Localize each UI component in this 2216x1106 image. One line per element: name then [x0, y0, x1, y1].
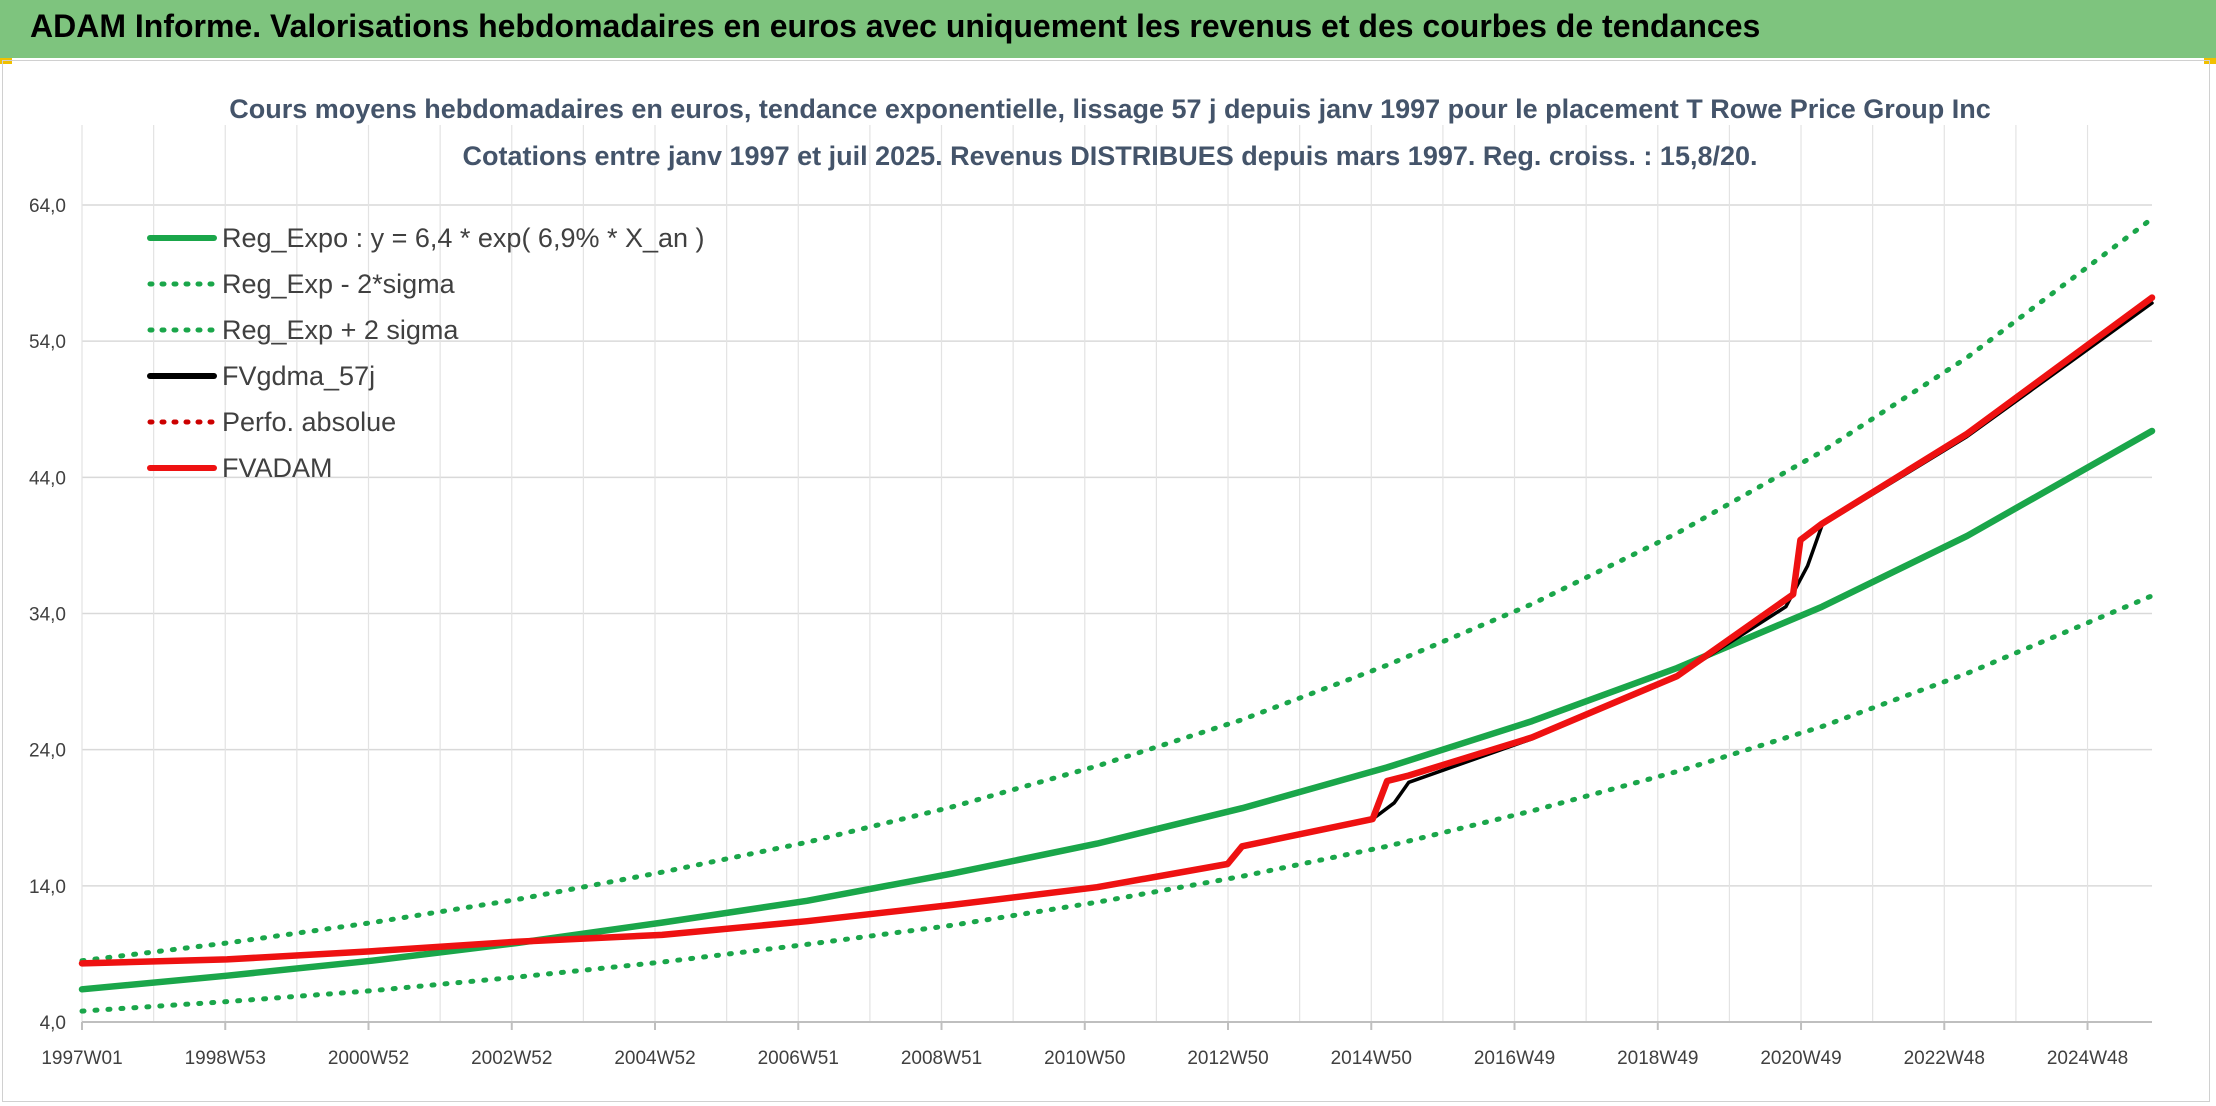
x-tick-label: 2018W49 [1617, 1048, 1698, 1069]
corner-mark-right [2204, 58, 2216, 64]
y-tick-label: 54,0 [29, 332, 66, 353]
report-title: ADAM Informe. Valorisations hebdomadaire… [30, 8, 1761, 44]
x-tick-label: 2022W48 [1904, 1048, 1985, 1069]
x-tick-label: 2010W50 [1044, 1048, 1125, 1069]
x-tick-label: 2000W52 [328, 1048, 409, 1069]
x-tick-label: 2004W52 [614, 1048, 695, 1069]
chart-subtitle: Cotations entre janv 1997 et juil 2025. … [462, 141, 1757, 171]
y-tick-label: 44,0 [29, 468, 66, 489]
series-line-3 [80, 301, 2154, 966]
series-line-1 [79, 593, 2155, 1014]
x-tick-label: 2012W50 [1187, 1048, 1268, 1069]
x-tick-label: 2008W51 [901, 1048, 982, 1069]
y-tick-label: 24,0 [29, 741, 66, 762]
x-tick-label: 1997W01 [41, 1048, 122, 1069]
legend-label-3: FVgdma_57j [222, 361, 375, 391]
legend-label-5: FVADAM [222, 453, 333, 483]
grid [81, 125, 2152, 1023]
x-tick-label: 2016W49 [1474, 1048, 1555, 1069]
x-tick-label: 1998W53 [185, 1048, 266, 1069]
x-tick-label: 2024W48 [2047, 1048, 2128, 1069]
legend-label-4: Perfo. absolue [222, 407, 396, 437]
legend-label-1: Reg_Exp - 2*sigma [222, 269, 456, 299]
series-lines [78, 216, 2156, 1014]
axes: 4,0 14,0 24,0 34,0 44,0 54,0 64,0 1997W01 1998W5… [29, 196, 2152, 1069]
x-tick-label: 2014W50 [1331, 1048, 1412, 1069]
y-tick-label: 64,0 [29, 196, 66, 217]
y-tick-label: 14,0 [29, 877, 66, 898]
x-tick-label: 2020W49 [1760, 1048, 1841, 1069]
report-banner: ADAM Informe. Valorisations hebdomadaire… [0, 0, 2216, 58]
x-tick-label: 2002W52 [471, 1048, 552, 1069]
x-tick-label: 2006W51 [758, 1048, 839, 1069]
series-line-5 [78, 294, 2156, 967]
y-tick-label: 34,0 [29, 605, 66, 626]
series-line-0 [78, 427, 2156, 993]
legend: Reg_Expo : y = 6,4 * exp( 6,9% * X_an ) R… [147, 223, 705, 483]
series-line-2 [79, 216, 2155, 964]
corner-mark-left [0, 58, 12, 64]
legend-label-0: Reg_Expo : y = 6,4 * exp( 6,9% * X_an ) [222, 223, 705, 253]
y-tick-label: 4,0 [40, 1013, 66, 1034]
chart-title: Cours moyens hebdomadaires en euros, ten… [229, 94, 1991, 124]
chart-frame [2, 60, 2210, 1102]
legend-label-2: Reg_Exp + 2 sigma [222, 315, 459, 345]
